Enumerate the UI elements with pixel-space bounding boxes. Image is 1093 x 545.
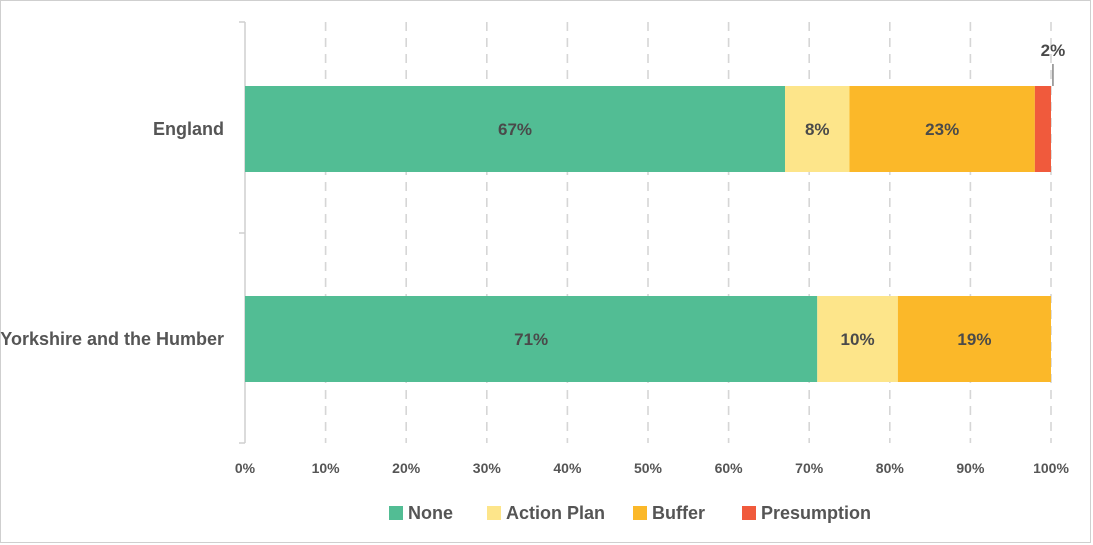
bar-buffer xyxy=(849,86,1035,172)
x-tick-label: 10% xyxy=(312,460,341,476)
x-tick-label: 80% xyxy=(876,460,905,476)
legend-swatch xyxy=(389,506,403,520)
x-tick-label: 0% xyxy=(235,460,256,476)
category-label: Yorkshire and the Humber xyxy=(0,329,224,349)
data-label: 8% xyxy=(805,120,830,139)
bar-none xyxy=(245,86,786,172)
data-label: 10% xyxy=(841,330,875,349)
x-tick-label: 40% xyxy=(553,460,582,476)
bar-action-plan xyxy=(785,86,850,172)
data-label: 71% xyxy=(514,330,548,349)
legend-label: Presumption xyxy=(761,503,871,523)
legend-label: Action Plan xyxy=(506,503,605,523)
data-label: 67% xyxy=(498,120,532,139)
x-tick-label: 20% xyxy=(392,460,421,476)
category-label: England xyxy=(153,119,224,139)
legend-label: None xyxy=(408,503,453,523)
x-tick-label: 90% xyxy=(956,460,985,476)
data-label: 2% xyxy=(1041,41,1066,60)
bar-none xyxy=(245,296,818,382)
x-tick-label: 50% xyxy=(634,460,663,476)
x-tick-label: 60% xyxy=(715,460,744,476)
x-tick-label: 30% xyxy=(473,460,502,476)
legend-swatch xyxy=(742,506,756,520)
x-tick-label: 70% xyxy=(795,460,824,476)
bar-presumption xyxy=(1034,86,1051,172)
x-tick-label: 100% xyxy=(1033,460,1069,476)
bars: 67% 8% 23% 2% 71% 10% 19% xyxy=(245,41,1065,382)
legend-label: Buffer xyxy=(652,503,705,523)
y-axis xyxy=(239,21,246,444)
category-labels: England Yorkshire and the Humber xyxy=(0,119,224,349)
legend: None Action Plan Buffer Presumption xyxy=(389,503,871,523)
bar-action-plan xyxy=(817,296,898,382)
bar-buffer xyxy=(897,296,1051,382)
data-label: 19% xyxy=(957,330,991,349)
data-label: 23% xyxy=(925,120,959,139)
legend-swatch xyxy=(487,506,501,520)
legend-swatch xyxy=(633,506,647,520)
x-tick-labels: 0% 10% 20% 30% 40% 50% 60% 70% 80% 90% 100% xyxy=(235,460,1070,476)
